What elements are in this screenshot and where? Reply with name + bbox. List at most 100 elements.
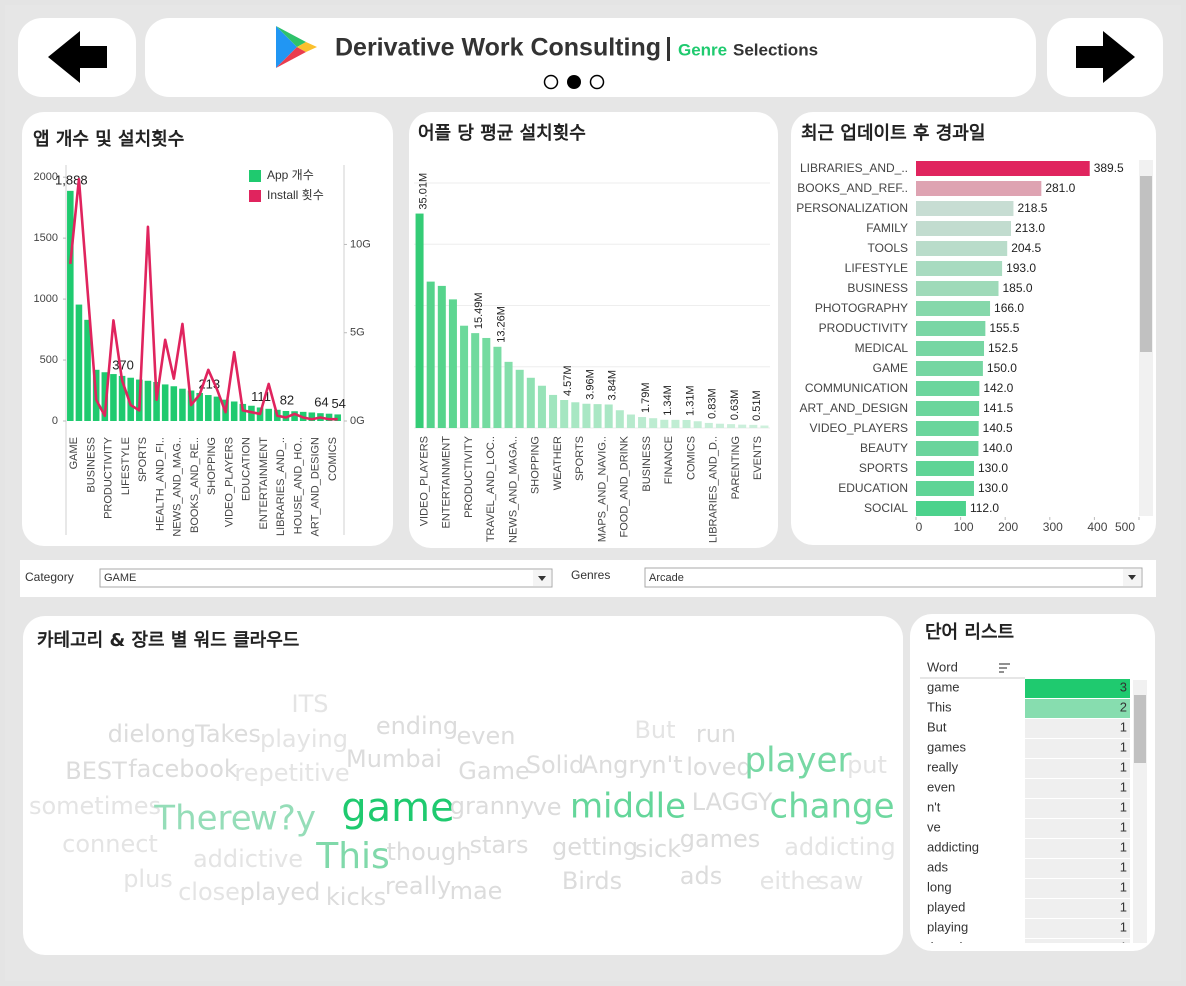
bar	[426, 281, 435, 428]
bar	[482, 337, 491, 428]
x-tick-label: GAME	[68, 437, 80, 469]
legend-swatch	[249, 170, 261, 182]
bar	[760, 425, 769, 428]
word: long	[927, 879, 952, 894]
y2-tick-label: 0G	[350, 415, 365, 427]
filter-label: Genres	[571, 568, 610, 582]
word: really	[927, 759, 959, 774]
data-label: 130.0	[978, 461, 1008, 475]
bar	[571, 402, 580, 428]
data-label: 13.26M	[495, 306, 507, 343]
legend-swatch	[249, 190, 261, 202]
count: 1	[1120, 839, 1127, 854]
page-dot[interactable]	[543, 74, 559, 90]
y-tick-label: PHOTOGRAPHY	[815, 301, 908, 315]
column-header[interactable]: Word	[927, 659, 958, 674]
x-tick-label: BUSINESS	[85, 437, 97, 493]
x-tick-label: FINANCE	[663, 436, 675, 484]
count: 1	[1120, 919, 1127, 934]
word: addicting	[927, 839, 979, 854]
y2-tick-label: 10G	[350, 238, 371, 250]
x-tick-label: 500	[1115, 520, 1135, 534]
cloud-word: Game	[458, 757, 529, 785]
header-title: Derivative Work Consulting	[335, 34, 661, 62]
bar	[153, 381, 160, 421]
bar	[560, 400, 569, 428]
data-label: 0.83M	[707, 388, 719, 419]
count-cell	[1025, 819, 1130, 838]
x-tick-label: TRAVEL_AND_LOC..	[485, 436, 497, 542]
bar	[916, 261, 1003, 276]
count-cell	[1025, 799, 1130, 818]
cloud-word: But	[634, 716, 675, 744]
line	[69, 177, 338, 421]
header-subtitle: Selections	[733, 40, 818, 59]
y-tick-label: 1500	[34, 232, 58, 244]
bar	[161, 384, 169, 421]
cloud-word: even	[457, 722, 516, 750]
data-label: 82	[280, 392, 294, 407]
panel	[22, 112, 393, 546]
x-tick-label: VIDEO_PLAYERS	[223, 437, 235, 527]
data-label: 166.0	[994, 301, 1024, 315]
chart-title: 앱 개수 및 설치횟수	[33, 129, 184, 150]
word: playing	[927, 919, 968, 934]
y-tick-label: LIBRARIES_AND_..	[800, 161, 908, 175]
page-dot[interactable]	[589, 74, 605, 90]
page-dot[interactable]	[567, 75, 581, 89]
count: 1	[1120, 759, 1127, 774]
data-label: 150.0	[987, 361, 1017, 375]
bar	[671, 419, 680, 428]
count: 1	[1120, 879, 1127, 894]
y-tick-label: MEDICAL	[855, 341, 909, 355]
scrollbar[interactable]	[1139, 160, 1153, 516]
y-tick-label: GAME	[873, 361, 908, 375]
count-cell	[1025, 859, 1130, 878]
bar	[682, 419, 691, 428]
count: 1	[1120, 779, 1127, 794]
data-label: 54	[331, 396, 345, 411]
bar	[727, 424, 736, 428]
bar	[213, 396, 221, 421]
cloud-word: Birds	[562, 867, 622, 895]
sort-icon[interactable]	[999, 663, 1010, 673]
word-rows: game 3 This 2 But 1 games 1 really 1 even 1 n't 1 ve 1 a…	[927, 679, 1130, 943]
data-label: 281.0	[1045, 181, 1075, 195]
bar	[916, 421, 979, 436]
dropdown[interactable]: Arcade	[644, 567, 1143, 588]
cloud-word: ending	[376, 712, 458, 740]
count-cell	[1025, 899, 1130, 918]
legend-label: App 개수	[267, 168, 314, 182]
x-tick-label: HEALTH_AND_FI..	[154, 437, 166, 531]
cloud-word: kicks	[326, 883, 386, 911]
next-button[interactable]	[1047, 18, 1163, 97]
bar	[593, 404, 602, 428]
x-tick-label: COMICS	[685, 436, 697, 480]
bar	[265, 408, 272, 421]
scrollbar[interactable]	[1133, 680, 1147, 943]
cloud-word: BEST	[65, 757, 127, 785]
count: 2	[1120, 699, 1127, 714]
data-label: 3.84M	[607, 370, 619, 401]
x-tick-label: WEATHER	[552, 436, 564, 490]
y-tick-label: COMMUNICATION	[805, 381, 908, 395]
data-label: 185.0	[1003, 281, 1033, 295]
cloud-word: repetitive	[234, 759, 349, 787]
y-tick-label: LIFESTYLE	[845, 261, 908, 275]
bar	[916, 201, 1014, 216]
cloud-word: n't	[651, 751, 682, 779]
data-label: 140.0	[982, 441, 1012, 455]
count-cell	[1025, 779, 1130, 798]
x-tick-label: PARENTING	[730, 436, 742, 499]
y-tick-label: EDUCATION	[838, 481, 908, 495]
bar	[916, 461, 974, 476]
y-tick-label: BUSINESS	[847, 281, 908, 295]
cloud-word: though	[387, 838, 472, 866]
x-tick-label: SPORTS	[137, 437, 149, 482]
dropdown[interactable]: GAME	[99, 568, 553, 588]
cloud-word: Angry	[582, 751, 653, 779]
prev-button[interactable]	[18, 18, 136, 97]
separator	[667, 37, 670, 61]
count-cell	[1025, 679, 1130, 698]
